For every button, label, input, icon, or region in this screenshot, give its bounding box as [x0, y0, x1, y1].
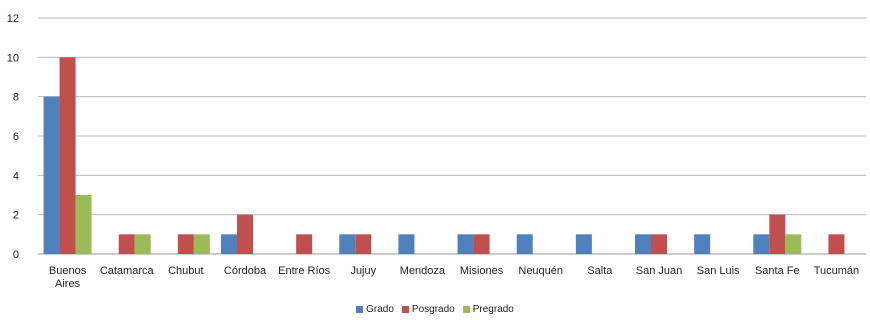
bar-pregrado: [785, 234, 802, 254]
x-tick-label: Tucumán: [814, 265, 859, 277]
x-tick-label-line: Mendoza: [400, 265, 446, 277]
x-tick-label-line: Salta: [587, 265, 613, 277]
bar-posgrado: [237, 214, 253, 254]
bar-grado: [694, 234, 711, 254]
y-tick-label: 12: [7, 13, 19, 25]
bar-pregrado: [134, 234, 151, 254]
y-tick-label: 4: [13, 170, 19, 182]
bar-grado: [635, 234, 651, 254]
legend-label: Grado: [366, 304, 394, 315]
x-tick-label: San Luis: [697, 265, 740, 277]
bar-posgrado: [355, 234, 372, 254]
x-tick-label-line: San Luis: [697, 265, 740, 277]
bar-grado: [516, 234, 533, 254]
bar-grado: [43, 96, 60, 255]
x-tick-label: Mendoza: [400, 265, 446, 277]
legend-swatch: [462, 306, 470, 313]
x-tick-label-line: Buenos: [49, 265, 87, 277]
bar-posgrado: [651, 234, 667, 254]
bar-pregrado: [193, 234, 210, 254]
x-tick-label: Chubut: [168, 265, 203, 277]
bar-posgrado: [59, 57, 76, 255]
x-tick-label-line: Neuquén: [518, 265, 563, 277]
legend-item-grado: Grado: [356, 304, 394, 315]
y-tick-label: 0: [13, 249, 19, 261]
bar-grado: [753, 234, 770, 254]
x-tick-label-line: Santa Fe: [755, 265, 800, 277]
bar-chart: 0 2 4 6 8 10 12 Buenos Aires Catamarca Chubut Córd…: [7, 13, 866, 290]
x-tick-label: Santa Fe: [755, 265, 800, 277]
bar-posgrado: [828, 234, 845, 254]
gridlines: [38, 17, 866, 255]
x-tick-label-line: Catamarca: [100, 265, 155, 277]
bar-grado: [575, 234, 592, 254]
x-tick-label-line: Chubut: [168, 265, 203, 277]
legend-label: Posgrado: [411, 304, 455, 315]
y-tick-label: 6: [13, 131, 19, 143]
x-tick-label: Córdoba: [224, 265, 267, 277]
x-tick-label: Jujuy: [350, 265, 376, 277]
y-tick-label: 2: [13, 210, 19, 222]
legend-item-pregrado: Pregrado: [462, 304, 514, 315]
y-axis-ticks: 0 2 4 6 8 10 12: [7, 13, 19, 261]
x-tick-label: Entre Ríos: [278, 265, 330, 277]
bar-pregrado: [75, 195, 92, 254]
legend-swatch: [401, 306, 409, 313]
bar-posgrado: [296, 234, 313, 254]
bars: [43, 57, 845, 255]
x-tick-label-line: Córdoba: [224, 265, 267, 277]
legend-label: Pregrado: [472, 304, 514, 315]
legend: Grado Posgrado Pregrado: [0, 304, 870, 316]
legend-swatch: [356, 306, 364, 313]
x-tick-label: Catamarca: [100, 265, 155, 277]
y-tick-label: 8: [13, 92, 19, 104]
bar-grado: [221, 234, 237, 254]
bar-grado: [339, 234, 356, 254]
bar-posgrado: [118, 234, 135, 254]
x-tick-label-line: Jujuy: [350, 265, 376, 277]
bar-grado: [457, 234, 474, 254]
y-tick-label: 10: [7, 52, 19, 64]
x-tick-label-line: Aires: [55, 278, 81, 290]
x-tick-label: Neuquén: [518, 265, 563, 277]
bar-posgrado: [177, 234, 194, 254]
bar-posgrado: [769, 214, 786, 254]
x-axis-labels: Buenos Aires Catamarca Chubut Córdoba Entre R…: [49, 265, 859, 290]
legend-item-posgrado: Posgrado: [401, 304, 455, 315]
x-tick-label: San Juan: [636, 265, 682, 277]
x-tick-label-line: Tucumán: [814, 265, 859, 277]
x-tick-label-line: Misiones: [460, 265, 504, 277]
x-tick-label: Buenos Aires: [49, 265, 87, 290]
x-tick-label-line: Entre Ríos: [278, 265, 330, 277]
x-tick-label: Salta: [587, 265, 613, 277]
x-tick-label-line: San Juan: [636, 265, 682, 277]
bar-posgrado: [473, 234, 490, 254]
x-tick-label: Misiones: [460, 265, 504, 277]
bar-grado: [398, 234, 415, 254]
